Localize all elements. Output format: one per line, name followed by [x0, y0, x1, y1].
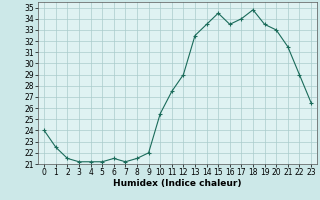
X-axis label: Humidex (Indice chaleur): Humidex (Indice chaleur) [113, 179, 242, 188]
